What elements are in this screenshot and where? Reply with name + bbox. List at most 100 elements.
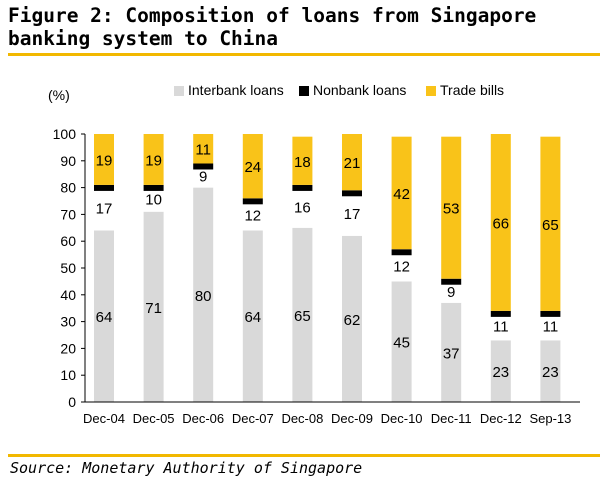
bar-segment-nonbank [540, 310, 561, 317]
bar-segment-trade-bills [242, 134, 263, 199]
y-tick-label: 100 [53, 126, 77, 142]
bar-segment-nonbank [292, 184, 313, 191]
x-tick-label: Dec-05 [133, 411, 175, 426]
y-tick-label: 60 [60, 233, 76, 249]
data-label-interbank: 71 [145, 300, 162, 317]
data-label-trade-bills: 65 [542, 217, 559, 234]
data-label-interbank: 37 [443, 345, 460, 362]
bar-nonbank-area [193, 163, 214, 188]
data-label-trade-bills: 18 [294, 154, 311, 171]
bar-segment-trade-bills [490, 134, 511, 311]
bar-segment-trade-bills [391, 136, 412, 250]
bar-segment-nonbank [242, 198, 263, 205]
legend-swatch-nonbank [299, 86, 309, 96]
data-label-nonbank: 9 [447, 284, 455, 301]
stacked-bar-chart: Interbank loans Nonbank loans Trade bills … [48, 82, 580, 426]
bar-segment-trade-bills [143, 134, 164, 185]
data-label-trade-bills: 24 [244, 159, 261, 176]
bar-nonbank-area [490, 310, 511, 341]
data-label-interbank: 80 [195, 288, 212, 305]
bar-nonbank-area [342, 190, 362, 236]
bar-segment-nonbank [490, 310, 511, 317]
x-tick-label: Sep-13 [529, 411, 571, 426]
data-label-interbank: 64 [244, 309, 261, 326]
bar-segment-interbank [193, 187, 214, 402]
bar-segment-nonbank [94, 184, 114, 191]
data-label-trade-bills: 21 [344, 155, 361, 172]
bar-segment-nonbank [441, 278, 462, 285]
data-label-nonbank: 16 [294, 199, 311, 216]
bar-segment-trade-bills [342, 134, 362, 191]
bar-segment-interbank [441, 302, 462, 402]
y-tick-label: 40 [60, 287, 76, 303]
source-rule [8, 454, 600, 457]
data-label-trade-bills: 19 [145, 152, 162, 169]
x-tick-label: Dec-06 [182, 411, 224, 426]
data-label-nonbank: 10 [145, 191, 162, 208]
data-label-interbank: 65 [294, 308, 311, 325]
y-axis-unit-label: (%) [48, 87, 70, 103]
data-label-nonbank: 12 [244, 207, 261, 224]
bar-segment-interbank [391, 281, 412, 402]
bar-segment-trade-bills [540, 136, 561, 311]
y-tick-label: 0 [68, 394, 76, 410]
data-label-nonbank: 17 [96, 201, 113, 218]
x-tick-label: Dec-10 [381, 411, 423, 426]
x-axis: Dec-04 Dec-05 Dec-06 Dec-07 Dec-08 Dec-09 Dec-… [83, 401, 580, 426]
bar-segment-interbank [143, 211, 164, 402]
bar-segment-interbank [292, 227, 313, 402]
bar-segment-nonbank [342, 190, 362, 197]
x-tick-label: Dec-12 [480, 411, 522, 426]
figure-title: Figure 2: Composition of loans from Sing… [8, 4, 537, 50]
data-label-interbank: 45 [393, 335, 410, 352]
title-rule [8, 53, 600, 56]
y-tick-label: 70 [60, 206, 76, 222]
bar-nonbank-area [441, 278, 462, 303]
data-label-nonbank: 11 [493, 319, 509, 336]
bar-segment-interbank [242, 230, 263, 402]
bar-nonbank-area [540, 310, 561, 341]
data-label-nonbank: 9 [199, 169, 207, 186]
bar-segment-nonbank [391, 249, 412, 256]
bar-segment-nonbank [193, 163, 214, 170]
y-tick-label: 50 [60, 260, 76, 276]
x-tick-label: Dec-04 [83, 411, 125, 426]
y-tick-label: 90 [60, 153, 76, 169]
data-label-interbank: 62 [344, 312, 361, 329]
bar-nonbank-area [143, 184, 164, 212]
bar-segment-interbank [540, 340, 561, 402]
x-tick-label: Dec-11 [431, 411, 472, 426]
bar-nonbank-area [94, 184, 114, 231]
legend-label-interbank: Interbank loans [188, 82, 284, 98]
x-tick-label: Dec-07 [232, 411, 274, 426]
y-tick-label: 80 [60, 180, 76, 196]
legend-swatch-interbank [174, 86, 184, 96]
bar-segment-nonbank [143, 184, 164, 191]
legend-label-nonbank: Nonbank loans [313, 82, 406, 98]
bar-segment-interbank [490, 340, 511, 402]
x-tick-label: Dec-08 [281, 411, 323, 426]
bar-segment-trade-bills [193, 134, 214, 164]
bar-segment-interbank [342, 235, 362, 402]
legend-label-trade-bills: Trade bills [440, 82, 504, 98]
data-label-interbank: 64 [96, 309, 113, 326]
y-axis: 0 10 20 30 40 50 60 70 80 90 100 [53, 126, 86, 410]
x-tick-label: Dec-09 [331, 411, 373, 426]
bar-segment-trade-bills [292, 136, 313, 185]
data-label-trade-bills: 53 [443, 201, 460, 218]
chart-legend: Interbank loans Nonbank loans Trade bills [174, 82, 504, 98]
bar-segment-trade-bills [94, 134, 114, 185]
data-label-trade-bills: 42 [393, 186, 410, 203]
y-tick-label: 30 [60, 314, 76, 330]
data-label-nonbank: 11 [543, 319, 559, 336]
bar-nonbank-area [292, 184, 313, 228]
source-note: Source: Monetary Authority of Singapore [10, 459, 363, 477]
bar-nonbank-area [242, 198, 263, 231]
data-label-interbank: 23 [492, 364, 509, 381]
data-label-trade-bills: 11 [195, 142, 211, 159]
y-tick-label: 20 [60, 340, 76, 356]
bars-group: 64 17 19 71 10 19 80 9 11 64 12 24 65 16 18 62 17 21 45 12 4… [94, 134, 561, 402]
data-label-trade-bills: 19 [96, 152, 113, 169]
data-label-interbank: 23 [542, 364, 559, 381]
legend-swatch-trade-bills [426, 86, 436, 96]
